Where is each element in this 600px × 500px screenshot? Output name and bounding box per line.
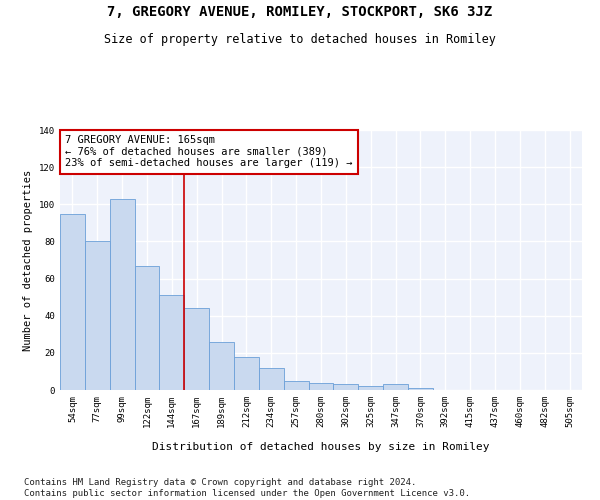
Text: 7 GREGORY AVENUE: 165sqm
← 76% of detached houses are smaller (389)
23% of semi-: 7 GREGORY AVENUE: 165sqm ← 76% of detach… xyxy=(65,135,353,168)
Text: Size of property relative to detached houses in Romiley: Size of property relative to detached ho… xyxy=(104,32,496,46)
Bar xyxy=(134,266,160,390)
Bar xyxy=(85,242,110,390)
Bar xyxy=(60,214,85,390)
Y-axis label: Number of detached properties: Number of detached properties xyxy=(23,170,34,350)
Bar xyxy=(234,356,259,390)
Text: Distribution of detached houses by size in Romiley: Distribution of detached houses by size … xyxy=(152,442,490,452)
Bar xyxy=(160,296,184,390)
Bar xyxy=(334,384,358,390)
Text: 7, GREGORY AVENUE, ROMILEY, STOCKPORT, SK6 3JZ: 7, GREGORY AVENUE, ROMILEY, STOCKPORT, S… xyxy=(107,5,493,19)
Bar xyxy=(209,342,234,390)
Bar xyxy=(408,388,433,390)
Bar xyxy=(358,386,383,390)
Bar xyxy=(259,368,284,390)
Bar xyxy=(284,380,308,390)
Bar xyxy=(308,382,334,390)
Bar xyxy=(383,384,408,390)
Bar xyxy=(110,198,134,390)
Bar xyxy=(184,308,209,390)
Text: Contains HM Land Registry data © Crown copyright and database right 2024.
Contai: Contains HM Land Registry data © Crown c… xyxy=(24,478,470,498)
